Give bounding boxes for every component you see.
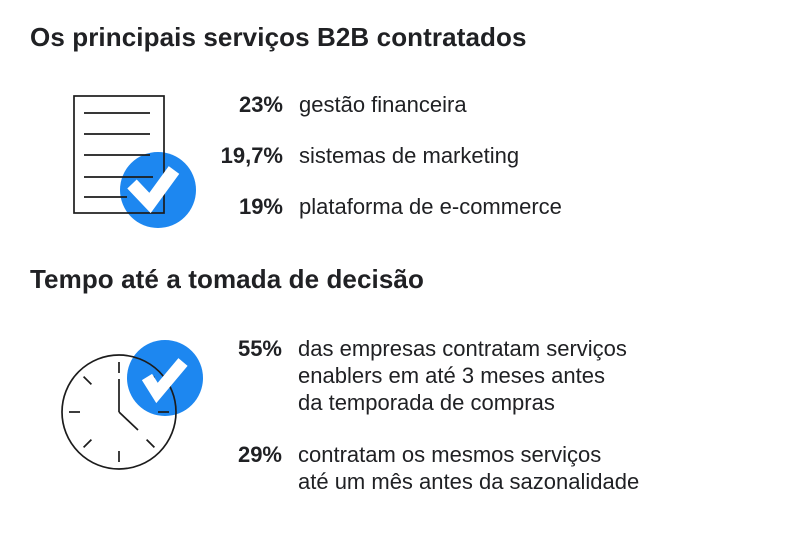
stat-label: plataforma de e-commerce: [299, 194, 562, 219]
hour-hand: [118, 411, 139, 431]
document-outline: [73, 95, 165, 214]
clock-check-svg: [61, 340, 203, 470]
stat-percent: 55%: [237, 336, 282, 361]
document-check-svg: [73, 95, 196, 228]
stat-row: 29% contratam os mesmos serviços até um …: [204, 441, 774, 495]
check-icon: [141, 358, 188, 404]
clock-check-icon: [58, 336, 208, 476]
stat-percent: 19%: [238, 194, 283, 219]
stat-label: gestão financeira: [299, 92, 467, 117]
stat-percent: 19,7%: [220, 143, 283, 168]
section-2-title: Tempo até a tomada de decisão: [30, 264, 424, 294]
clock-hands: [118, 379, 139, 431]
stat-row: 23% gestão financeira: [205, 91, 765, 118]
section-2-stats: 55% das empresas contratam serviços enab…: [204, 335, 774, 520]
check-icon: [127, 166, 180, 214]
document-text-lines: [84, 112, 153, 198]
stat-label: contratam os mesmos serviços até um mês …: [298, 442, 640, 494]
stat-row: 19% plataforma de e-commerce: [205, 193, 765, 220]
stat-percent: 23%: [238, 92, 283, 117]
section-1-title: Os principais serviços B2B contratados: [30, 22, 527, 52]
stat-row: 55% das empresas contratam serviços enab…: [204, 335, 774, 416]
stat-percent: 29%: [237, 442, 282, 467]
stat-label: das empresas contratam serviços enablers…: [298, 336, 627, 415]
stat-label: sistemas de marketing: [299, 143, 520, 168]
section-1-stats: 23% gestão financeira 19,7% sistemas de …: [205, 91, 765, 244]
document-check-icon: [70, 92, 202, 234]
stat-row: 19,7% sistemas de marketing: [205, 142, 765, 169]
clock-face-outline: [61, 354, 177, 470]
